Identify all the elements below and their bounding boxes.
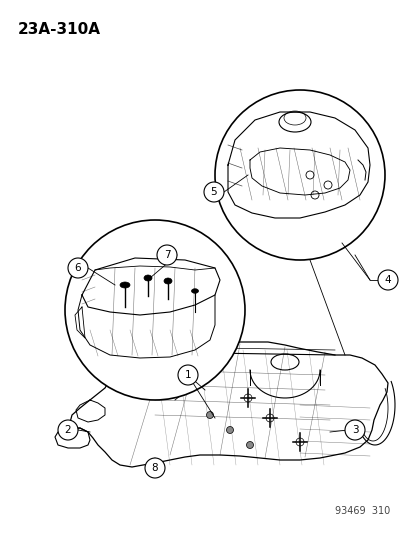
- Circle shape: [226, 426, 233, 433]
- Circle shape: [178, 365, 197, 385]
- Text: 2: 2: [64, 425, 71, 435]
- Circle shape: [377, 270, 397, 290]
- Text: 3: 3: [351, 425, 357, 435]
- Ellipse shape: [164, 278, 171, 284]
- Text: 6: 6: [74, 263, 81, 273]
- Ellipse shape: [144, 275, 152, 281]
- Text: 7: 7: [163, 250, 170, 260]
- Ellipse shape: [120, 282, 130, 288]
- Text: 4: 4: [384, 275, 390, 285]
- Circle shape: [206, 411, 213, 418]
- Circle shape: [68, 258, 88, 278]
- Circle shape: [214, 90, 384, 260]
- Text: 93469  310: 93469 310: [334, 506, 389, 516]
- Circle shape: [204, 182, 223, 202]
- Circle shape: [58, 420, 78, 440]
- Circle shape: [344, 420, 364, 440]
- Text: 8: 8: [151, 463, 158, 473]
- Circle shape: [157, 245, 177, 265]
- Circle shape: [65, 220, 244, 400]
- Circle shape: [246, 441, 253, 448]
- Text: 5: 5: [210, 187, 217, 197]
- Circle shape: [145, 458, 165, 478]
- Ellipse shape: [191, 289, 198, 293]
- Text: 23A-310A: 23A-310A: [18, 22, 101, 37]
- Text: 1: 1: [184, 370, 191, 380]
